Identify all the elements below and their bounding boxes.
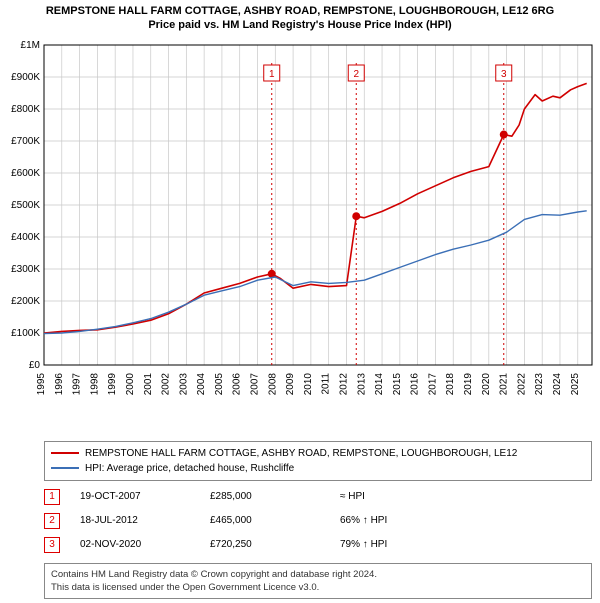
svg-text:2023: 2023 [534,372,545,395]
svg-text:2007: 2007 [250,372,261,395]
legend-swatch-0 [51,452,79,454]
svg-text:2009: 2009 [285,372,296,395]
marker-note-1: 66% ↑ HPI [340,515,450,526]
svg-text:2000: 2000 [125,372,136,395]
svg-text:2002: 2002 [161,372,172,395]
svg-text:2017: 2017 [427,372,438,395]
svg-text:1995: 1995 [36,372,47,395]
legend-swatch-1 [51,467,79,469]
marker-row-1: 2 18-JUL-2012 £465,000 66% ↑ HPI [44,509,592,533]
footer-line-1: Contains HM Land Registry data © Crown c… [51,568,585,581]
marker-date-2: 02-NOV-2020 [80,539,190,550]
marker-note-0: ≈ HPI [340,491,450,502]
svg-text:£300K: £300K [11,264,40,275]
svg-text:2012: 2012 [338,372,349,395]
title-line-2: Price paid vs. HM Land Registry's House … [8,18,592,32]
legend-row-0: REMPSTONE HALL FARM COTTAGE, ASHBY ROAD,… [51,446,585,461]
svg-text:2005: 2005 [214,372,225,395]
svg-text:2021: 2021 [499,372,510,395]
legend-row-1: HPI: Average price, detached house, Rush… [51,461,585,476]
legend: REMPSTONE HALL FARM COTTAGE, ASHBY ROAD,… [44,441,592,481]
title-block: REMPSTONE HALL FARM COTTAGE, ASHBY ROAD,… [0,0,600,35]
marker-badge-2: 3 [44,537,60,553]
marker-date-1: 18-JUL-2012 [80,515,190,526]
svg-text:2013: 2013 [356,372,367,395]
svg-text:1996: 1996 [54,372,65,395]
svg-text:£1M: £1M [21,40,40,51]
svg-text:£400K: £400K [11,232,40,243]
svg-text:£900K: £900K [11,72,40,83]
marker-date-0: 19-OCT-2007 [80,491,190,502]
svg-text:£600K: £600K [11,168,40,179]
marker-badge-0: 1 [44,489,60,505]
svg-text:2001: 2001 [143,372,154,395]
svg-text:2004: 2004 [196,372,207,395]
svg-text:£800K: £800K [11,104,40,115]
svg-text:2008: 2008 [267,372,278,395]
svg-text:1999: 1999 [107,372,118,395]
footer-line-2: This data is licensed under the Open Gov… [51,581,585,594]
marker-price-1: £465,000 [210,515,320,526]
svg-text:2006: 2006 [232,372,243,395]
svg-text:2015: 2015 [392,372,403,395]
svg-text:1997: 1997 [72,372,83,395]
svg-text:1: 1 [269,69,275,80]
svg-text:2014: 2014 [374,372,385,395]
marker-price-2: £720,250 [210,539,320,550]
legend-label-1: HPI: Average price, detached house, Rush… [85,461,294,476]
svg-text:2016: 2016 [410,372,421,395]
svg-text:£700K: £700K [11,136,40,147]
svg-text:£0: £0 [29,360,41,371]
svg-text:1998: 1998 [89,372,100,395]
svg-text:2024: 2024 [552,372,563,395]
title-line-1: REMPSTONE HALL FARM COTTAGE, ASHBY ROAD,… [8,4,592,18]
chart-area: £0 £100K £200K £300K £400K £500K £600K £700K £80… [0,35,600,435]
svg-text:£200K: £200K [11,296,40,307]
svg-text:2018: 2018 [445,372,456,395]
svg-text:2020: 2020 [481,372,492,395]
svg-text:2022: 2022 [516,372,527,395]
svg-text:2019: 2019 [463,372,474,395]
chart-container: REMPSTONE HALL FARM COTTAGE, ASHBY ROAD,… [0,0,600,599]
chart-svg: £0 £100K £200K £300K £400K £500K £600K £700K £80… [0,35,600,435]
marker-row-0: 1 19-OCT-2007 £285,000 ≈ HPI [44,485,592,509]
svg-text:2: 2 [353,69,359,80]
marker-badge-1: 2 [44,513,60,529]
svg-text:2025: 2025 [570,372,581,395]
marker-row-2: 3 02-NOV-2020 £720,250 79% ↑ HPI [44,533,592,557]
svg-text:£500K: £500K [11,200,40,211]
legend-label-0: REMPSTONE HALL FARM COTTAGE, ASHBY ROAD,… [85,446,517,461]
marker-price-0: £285,000 [210,491,320,502]
svg-text:3: 3 [501,69,507,80]
svg-text:£100K: £100K [11,328,40,339]
marker-note-2: 79% ↑ HPI [340,539,450,550]
footer: Contains HM Land Registry data © Crown c… [44,563,592,600]
svg-text:2010: 2010 [303,372,314,395]
svg-text:2003: 2003 [178,372,189,395]
svg-text:2011: 2011 [321,372,332,394]
marker-table: 1 19-OCT-2007 £285,000 ≈ HPI 2 18-JUL-20… [44,485,592,557]
